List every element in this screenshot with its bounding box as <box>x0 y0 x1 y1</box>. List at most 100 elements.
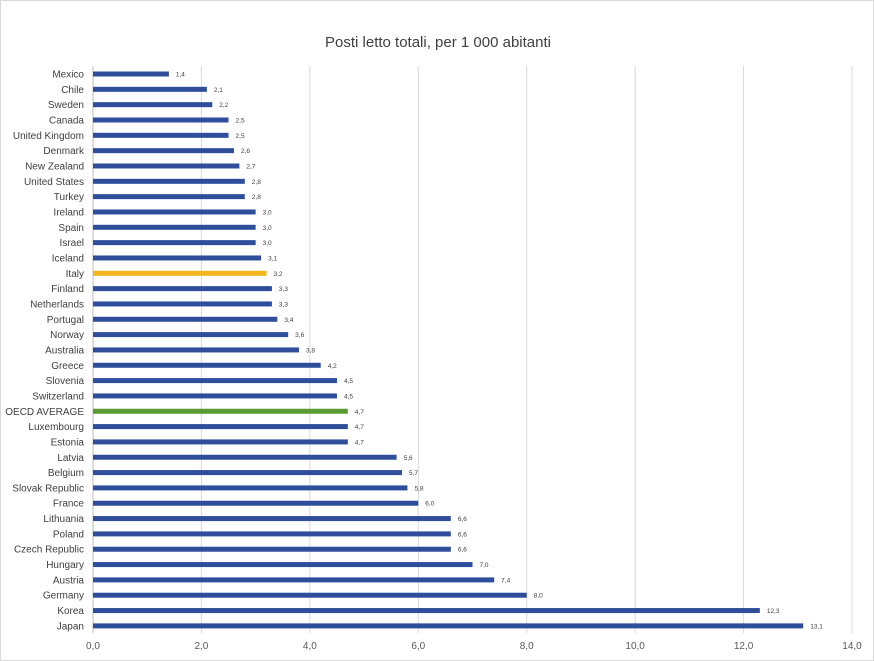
bar <box>93 286 272 292</box>
value-label: 8,0 <box>534 593 543 600</box>
category-label: Lithuania <box>43 514 84 525</box>
value-label: 4,5 <box>344 378 353 385</box>
value-labels: 1,4 2,1 2,2 2,5 2,5 2,6 2,7 2,8 2,8 3,0 3,0 3,0 3,1 3… <box>176 72 823 631</box>
x-tick-label: 10,0 <box>625 641 645 652</box>
category-label: Italy <box>66 269 84 280</box>
category-label: Portugal <box>47 315 84 326</box>
value-label: 5,7 <box>409 470 418 477</box>
x-tick-label: 0,0 <box>86 641 100 652</box>
x-tick-label: 2,0 <box>194 641 208 652</box>
category-label: Denmark <box>43 146 85 157</box>
value-label: 3,8 <box>306 347 315 354</box>
x-tick-label: 4,0 <box>303 641 317 652</box>
category-label: Sweden <box>48 100 84 111</box>
bar <box>93 577 495 583</box>
bar <box>93 424 348 430</box>
bar <box>93 316 278 322</box>
value-label: 2,5 <box>236 133 245 140</box>
value-label: 5,6 <box>404 455 413 462</box>
bar <box>93 531 451 537</box>
category-label: Luxembourg <box>28 422 84 433</box>
category-label: Netherlands <box>30 299 84 310</box>
bar <box>93 454 397 460</box>
bar <box>93 439 348 445</box>
category-label: Chile <box>61 85 84 96</box>
value-label: 3,6 <box>295 332 304 339</box>
category-label: Norway <box>50 330 84 341</box>
value-label: 3,2 <box>273 271 282 278</box>
value-label: 5,8 <box>414 485 423 492</box>
bar <box>93 240 256 246</box>
value-label: 2,8 <box>252 179 261 186</box>
category-label: Austria <box>53 575 85 586</box>
bar <box>93 608 760 614</box>
x-tick-label: 6,0 <box>411 641 425 652</box>
bar <box>93 470 403 476</box>
value-label: 7,4 <box>501 577 510 584</box>
value-label: 3,3 <box>279 286 288 293</box>
bar <box>93 408 348 414</box>
category-label: Iceland <box>52 253 84 264</box>
value-label: 2,5 <box>236 117 245 124</box>
category-label: Canada <box>49 115 84 126</box>
value-label: 2,6 <box>241 148 250 155</box>
value-label: 13,1 <box>810 623 823 630</box>
category-label: Estonia <box>51 437 85 448</box>
value-label: 4,7 <box>355 409 364 416</box>
category-label: Slovenia <box>46 376 85 387</box>
value-label: 1,4 <box>176 72 185 79</box>
bar <box>93 516 451 522</box>
category-label: Spain <box>58 223 84 234</box>
bar <box>93 102 213 108</box>
category-label: Ireland <box>53 207 84 218</box>
bar <box>93 546 451 552</box>
x-tick-label: 12,0 <box>734 641 754 652</box>
chart-title: Posti letto totali, per 1 000 abitanti <box>325 34 551 51</box>
x-tick-label: 8,0 <box>520 641 534 652</box>
value-label: 3,1 <box>268 255 277 262</box>
value-label: 2,8 <box>252 194 261 201</box>
bar <box>93 301 272 307</box>
category-label: United States <box>24 177 84 188</box>
category-label: Finland <box>51 284 84 295</box>
value-label: 3,3 <box>279 301 288 308</box>
category-label: Mexico <box>52 70 84 81</box>
value-label: 12,3 <box>767 608 780 615</box>
bar <box>93 163 240 169</box>
category-label: Czech Republic <box>14 545 84 556</box>
bar <box>93 623 804 629</box>
bar <box>93 132 229 138</box>
value-label: 4,5 <box>344 393 353 400</box>
value-label: 3,0 <box>263 225 272 232</box>
category-label: Korea <box>57 606 84 617</box>
category-label: Belgium <box>48 468 84 479</box>
category-label: New Zealand <box>25 161 84 172</box>
value-label: 3,4 <box>284 317 293 324</box>
category-label: Turkey <box>54 192 84 203</box>
bar <box>93 224 256 230</box>
bar <box>93 500 419 506</box>
value-label: 6,6 <box>458 547 467 554</box>
category-label: Japan <box>57 621 84 632</box>
bar <box>93 393 337 399</box>
category-label: Switzerland <box>32 391 84 402</box>
category-label: United Kingdom <box>13 131 84 142</box>
value-label: 3,0 <box>263 209 272 216</box>
bars <box>93 71 804 629</box>
value-label: 6,6 <box>458 531 467 538</box>
value-label: 6,0 <box>425 501 434 508</box>
value-label: 2,7 <box>246 163 255 170</box>
value-label: 6,6 <box>458 516 467 523</box>
bar <box>93 592 527 598</box>
category-label: Australia <box>45 345 84 356</box>
category-label: Latvia <box>57 453 84 464</box>
category-label: Israel <box>60 238 84 249</box>
bar <box>93 270 267 276</box>
category-label: Germany <box>43 591 84 602</box>
category-label: Hungary <box>46 560 84 571</box>
x-tick-label: 14,0 <box>842 641 862 652</box>
bar <box>93 562 473 568</box>
category-label: Greece <box>51 361 84 372</box>
